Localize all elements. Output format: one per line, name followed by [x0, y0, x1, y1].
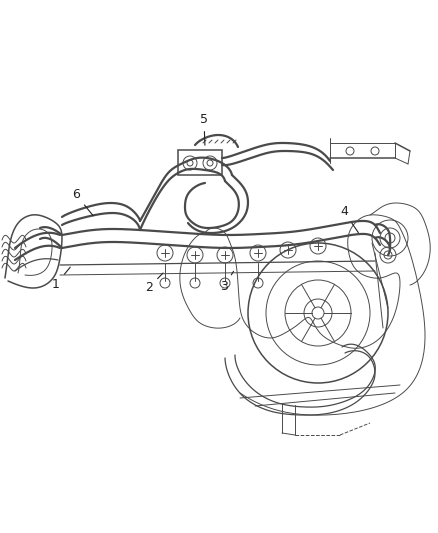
Text: 6: 6: [72, 188, 93, 216]
Text: 5: 5: [200, 113, 208, 145]
Text: 2: 2: [145, 273, 163, 294]
Text: 4: 4: [340, 205, 358, 233]
Text: 3: 3: [220, 271, 233, 293]
Text: 1: 1: [52, 267, 70, 291]
